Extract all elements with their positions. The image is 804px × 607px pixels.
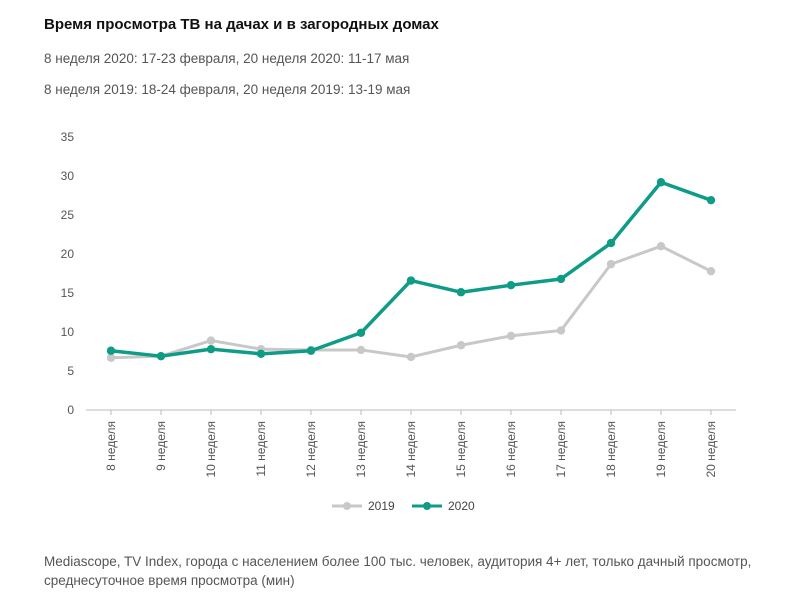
data-point-2019	[406, 352, 416, 362]
data-point-2020	[156, 351, 166, 361]
series-line-2019	[109, 244, 713, 360]
y-tick-label: 25	[61, 208, 75, 222]
data-point-2020	[406, 276, 416, 285]
data-point-2019	[606, 259, 616, 269]
data-point-2019	[356, 345, 366, 355]
y-axis: 0 5 10 15 20 25 30 35	[61, 130, 75, 417]
y-tick-label: 30	[61, 169, 75, 183]
x-tick-label: 20 неделя	[704, 421, 718, 478]
legend: 2019 2020	[332, 499, 475, 513]
x-tick-label: 14 неделя	[404, 421, 418, 478]
y-tick-label: 15	[61, 286, 75, 300]
y-tick-label: 0	[67, 403, 74, 417]
data-point-2019	[556, 326, 566, 335]
legend-swatch-marker	[343, 502, 351, 510]
chart-title: Время просмотра ТВ на дачах и в загородн…	[44, 16, 439, 33]
data-point-2019	[706, 266, 716, 276]
x-tick-label: 17 неделя	[554, 421, 568, 478]
data-point-2020	[206, 344, 216, 354]
data-point-2020	[306, 346, 316, 355]
data-point-2020	[506, 281, 516, 290]
chart-subtitle-2019: 8 неделя 2019: 18-24 февраля, 20 неделя …	[44, 82, 411, 97]
data-point-2019	[206, 336, 216, 345]
data-point-2020	[556, 274, 566, 284]
x-tick-label: 19 неделя	[654, 421, 668, 478]
data-point-2020	[456, 288, 466, 297]
x-tick-label: 13 неделя	[354, 421, 368, 478]
data-point-2020	[606, 238, 616, 248]
x-tick-label: 11 неделя	[254, 421, 268, 477]
legend-item-2020: 2020	[412, 499, 475, 513]
x-tick-label: 12 неделя	[304, 421, 318, 478]
x-tick-label: 9 неделя	[154, 421, 168, 471]
source-footnote: Mediascope, TV Index, города с население…	[44, 554, 752, 588]
x-axis: 8 неделя 9 неделя 10 неделя 11 неделя 12 нед…	[104, 410, 718, 478]
data-point-2020	[656, 178, 666, 187]
data-point-2020	[256, 349, 266, 359]
x-tick-label: 10 неделя	[204, 421, 218, 478]
data-point-2020	[356, 328, 366, 337]
y-tick-label: 20	[61, 247, 75, 261]
chart-subtitle-2020: 8 неделя 2020: 17-23 февраля, 20 неделя …	[44, 51, 410, 66]
data-point-2019	[656, 242, 666, 251]
series-2019	[106, 242, 716, 362]
y-tick-label: 5	[67, 364, 74, 378]
y-tick-label: 10	[61, 325, 75, 339]
series-line-2020	[109, 180, 713, 358]
data-point-2019	[506, 331, 516, 341]
data-point-2020	[106, 346, 116, 355]
x-tick-label: 15 неделя	[454, 421, 468, 478]
data-point-2020	[706, 195, 716, 205]
legend-label: 2019	[368, 499, 395, 513]
x-tick-label: 16 неделя	[504, 421, 518, 478]
series-2020	[106, 178, 716, 361]
line-chart: 0 5 10 15 20 25 30 35 8 неделя 9 неделя 10 неделя…	[61, 130, 736, 513]
legend-label: 2020	[448, 499, 475, 513]
y-tick-label: 35	[61, 130, 75, 144]
x-tick-label: 18 неделя	[604, 421, 618, 478]
x-tick-label: 8 неделя	[104, 421, 118, 471]
legend-item-2019: 2019	[332, 499, 395, 513]
data-point-2019	[106, 353, 116, 362]
legend-swatch-marker	[423, 502, 431, 510]
data-point-2019	[456, 341, 466, 350]
series-group	[106, 178, 716, 362]
